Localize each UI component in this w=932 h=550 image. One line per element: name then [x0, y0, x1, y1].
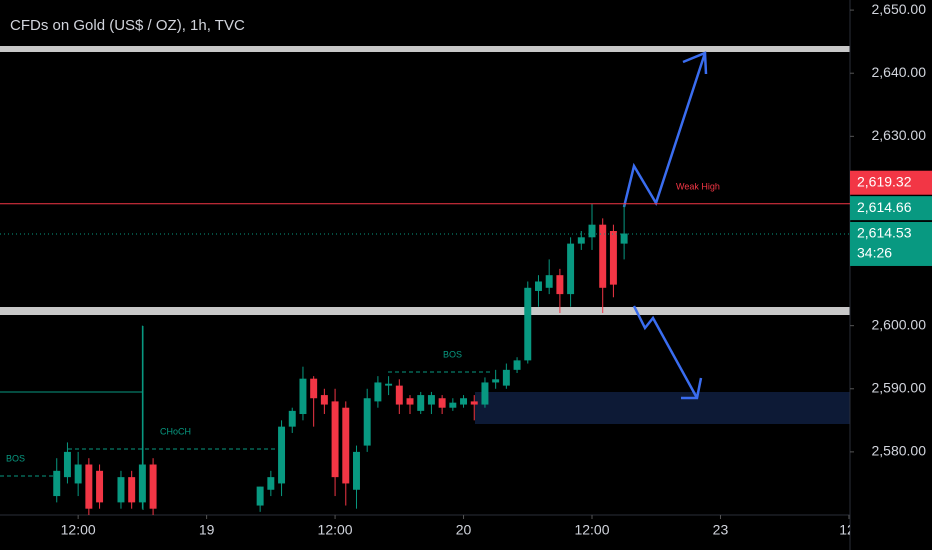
y-tick-label: 2,590.00 [872, 379, 927, 395]
candle-body [385, 383, 393, 386]
candle-body [609, 230, 617, 285]
candle-body [310, 378, 318, 399]
candle-body [63, 451, 71, 478]
price-label: 2,614.53 [857, 225, 912, 241]
countdown: 34:26 [857, 245, 892, 261]
x-tick-label: 19 [199, 522, 215, 538]
arrow-down [632, 305, 699, 399]
candle-body [620, 233, 628, 244]
candle-body [567, 243, 575, 295]
candle-body [363, 398, 371, 446]
candle-body [374, 382, 382, 402]
candle-body [256, 486, 264, 506]
candle-body [85, 464, 93, 509]
candle-body [534, 281, 542, 291]
candle-body [481, 382, 489, 405]
candle-body [138, 464, 146, 503]
candle-body [149, 464, 157, 509]
candle-body [331, 401, 339, 478]
y-tick-label: 2,640.00 [872, 64, 927, 80]
arrow-head [681, 377, 703, 400]
annotation: Weak High [676, 181, 720, 191]
candle-body [545, 275, 553, 288]
y-tick-label: 2,650.00 [872, 1, 927, 17]
y-tick-label: 2,600.00 [872, 316, 927, 332]
annotation: BOS [443, 349, 462, 359]
candle-body [320, 395, 328, 405]
annotation: CHoCH [160, 426, 191, 436]
price-label: 2,614.66 [857, 199, 912, 215]
price-label-box [850, 221, 932, 266]
chart-title: CFDs on Gold (US$ / OZ), 1h, TVC [10, 17, 245, 34]
price-label-box [850, 196, 932, 221]
x-tick-label: 12: [839, 522, 858, 538]
candle-body [128, 477, 136, 503]
demand-zone [475, 392, 850, 424]
candle-body [406, 398, 414, 405]
candle-body [470, 401, 478, 405]
candle-body [588, 224, 596, 238]
candle-body [577, 237, 585, 244]
candle-body [53, 470, 61, 497]
x-tick-label: 12:00 [318, 522, 353, 538]
candle-body [74, 464, 82, 484]
candle-body [427, 395, 435, 405]
price-label-box [850, 170, 932, 195]
x-tick-label: 23 [713, 522, 729, 538]
candle-body [524, 287, 532, 361]
y-tick-label: 2,580.00 [872, 443, 927, 459]
candle-body [267, 477, 275, 490]
candle-body [278, 426, 286, 484]
arrow-head [682, 51, 708, 75]
x-tick-label: 12:00 [61, 522, 96, 538]
candle-body [556, 275, 564, 295]
candle-body [513, 360, 521, 370]
candle-body [460, 398, 468, 405]
y-tick-label: 2,630.00 [872, 127, 927, 143]
x-tick-label: 20 [456, 522, 472, 538]
price-label: 2,619.32 [857, 173, 912, 189]
candle-body [342, 407, 350, 484]
x-tick-label: 12:00 [574, 522, 609, 538]
candle-body [353, 451, 360, 490]
arrow-up [622, 52, 707, 208]
candle-body [288, 410, 296, 427]
candle-body [417, 395, 425, 411]
candle-body [438, 398, 446, 408]
annotation: BOS [6, 453, 25, 463]
candle-body [395, 385, 403, 405]
candle-body [449, 402, 457, 408]
candle-body [96, 470, 104, 503]
candle-body [502, 369, 510, 386]
candle-body [299, 378, 307, 415]
candle-body [492, 379, 500, 383]
candle-body [599, 224, 607, 288]
candle-body [117, 477, 125, 503]
